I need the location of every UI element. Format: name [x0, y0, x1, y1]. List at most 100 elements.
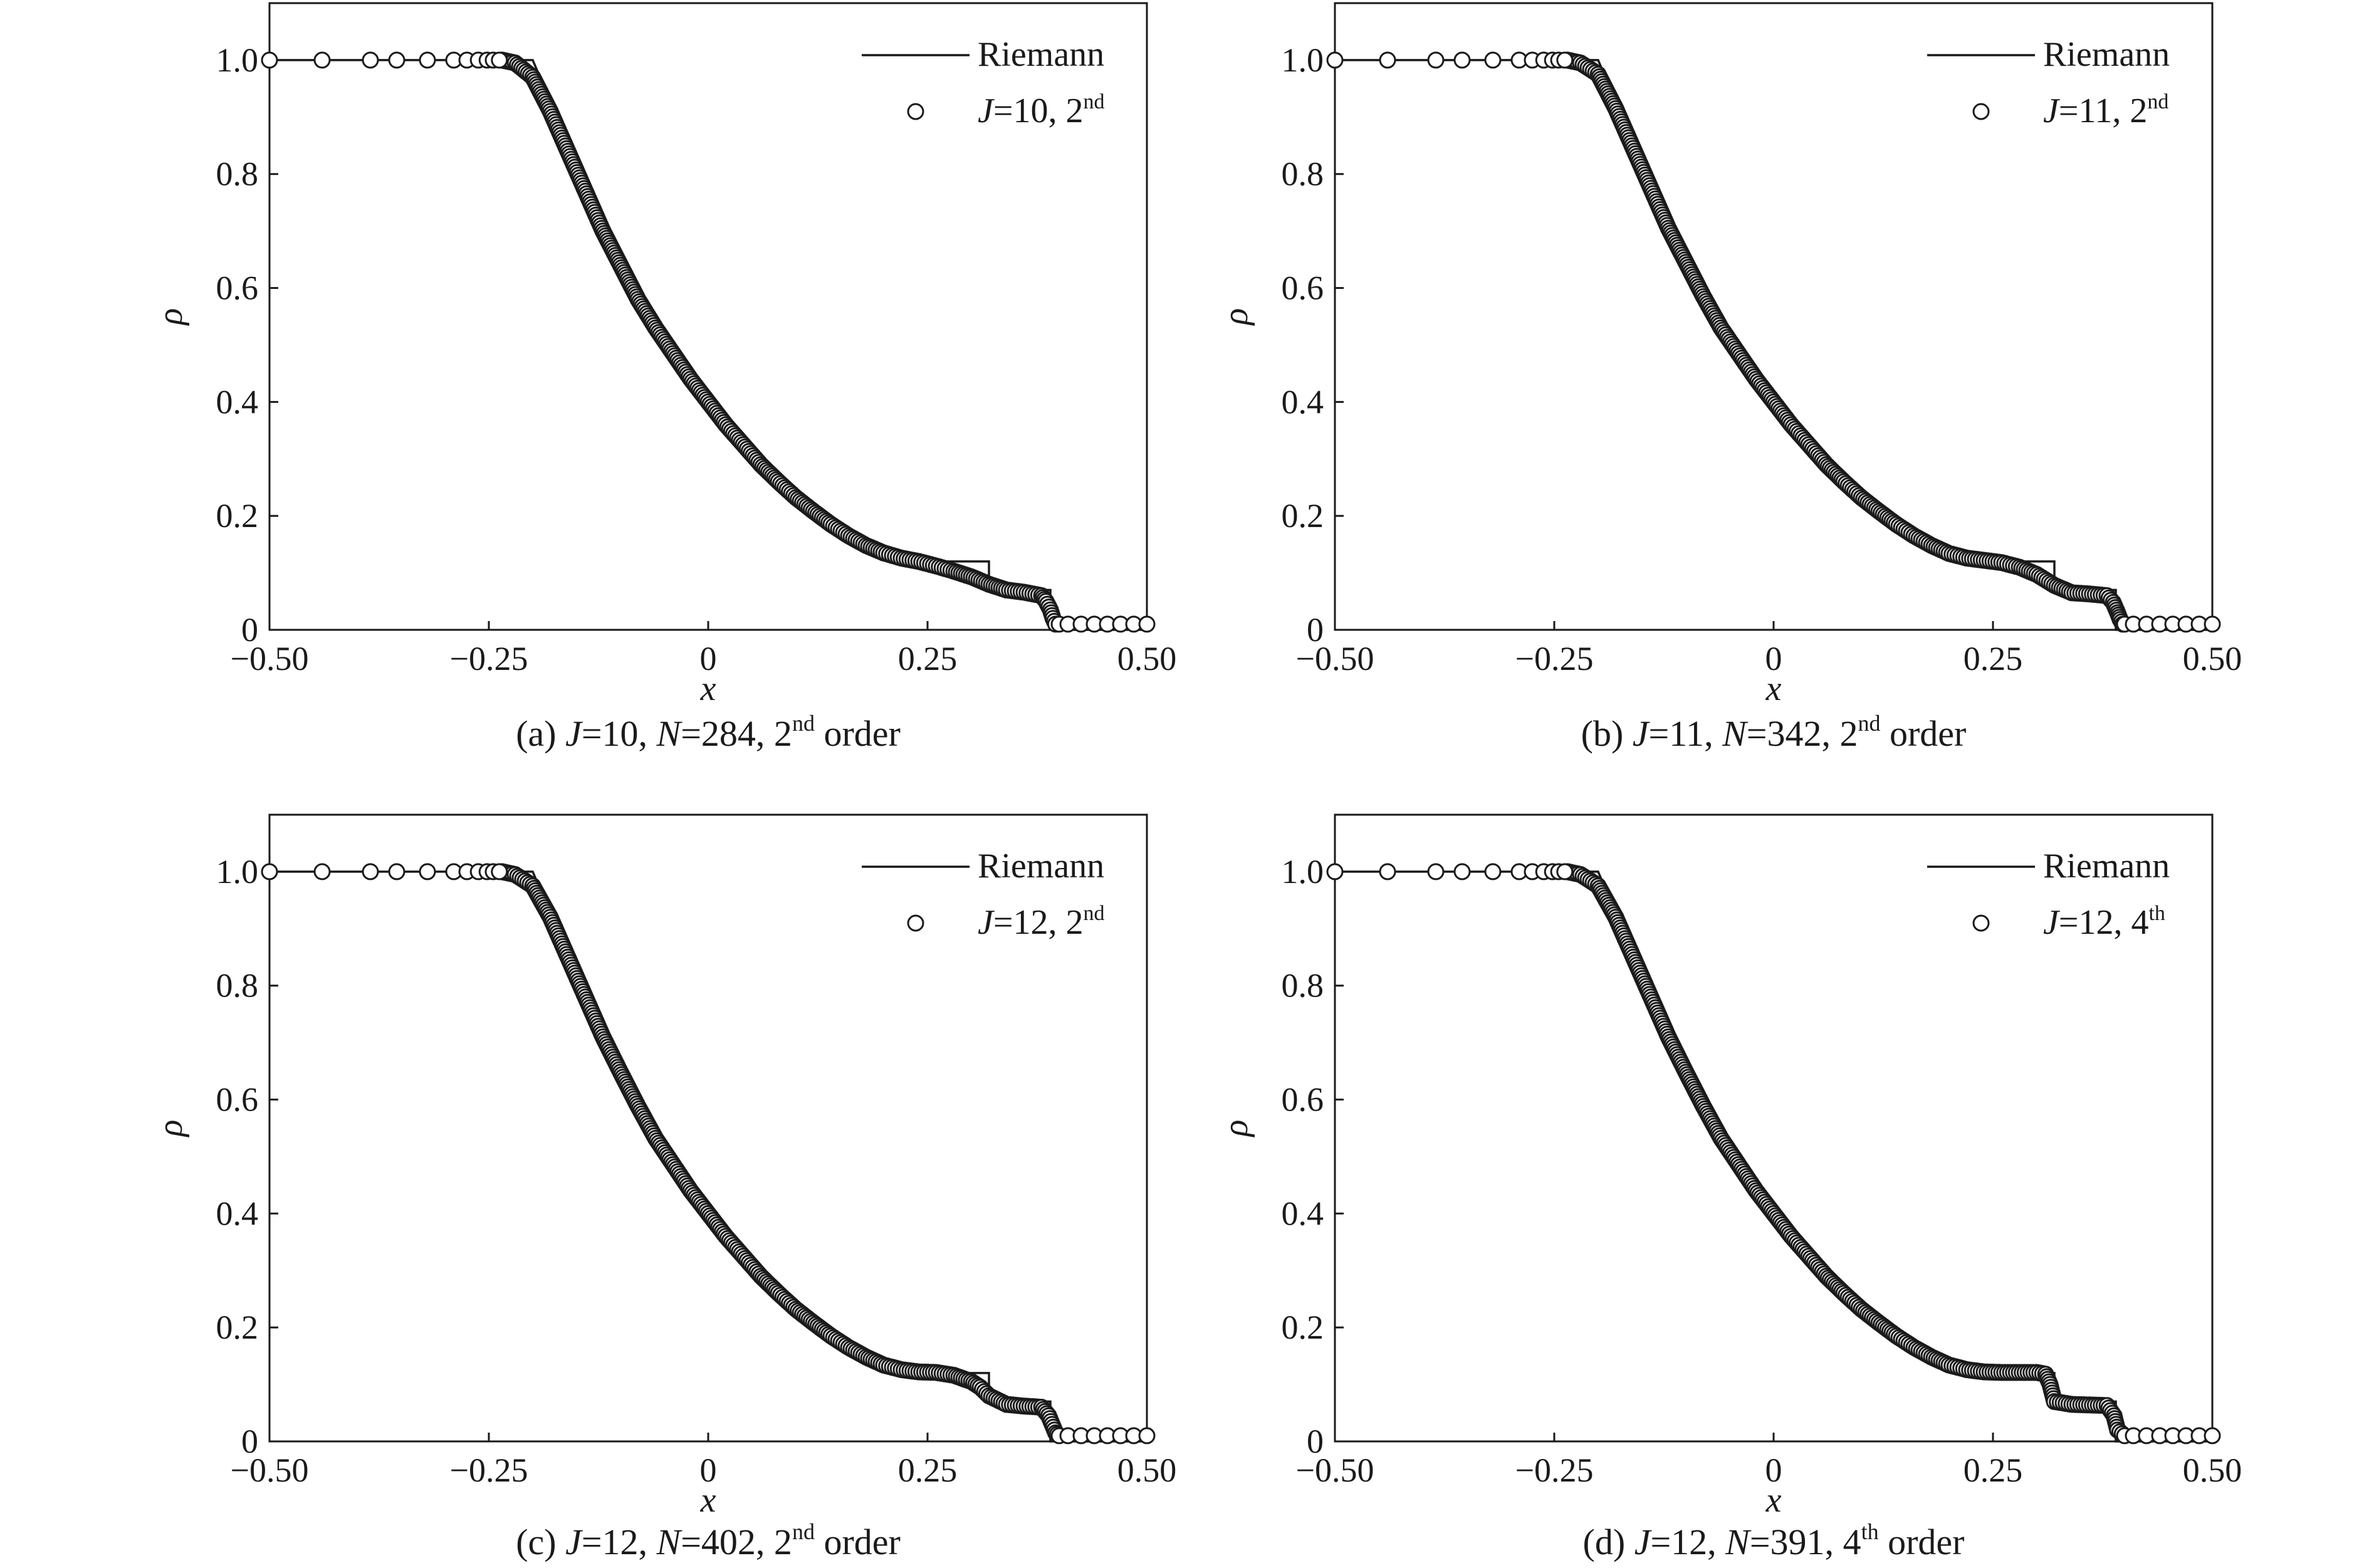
legend-marker-label: J=12, 2nd — [978, 902, 1104, 942]
x-tick-label: −0.50 — [231, 1451, 309, 1489]
legend-j-symbol: J — [2043, 91, 2061, 130]
solution-point — [1484, 51, 1502, 69]
solution-point — [1379, 51, 1396, 69]
y-tick-label: 0.2 — [1282, 497, 1324, 535]
caption-n-symbol: N — [1722, 713, 1749, 754]
y-tick-label: 0 — [241, 1423, 258, 1460]
x-axis-label: x — [1765, 669, 1782, 708]
y-tick-label: 0.2 — [216, 1309, 259, 1346]
solution-point — [362, 51, 379, 69]
solution-point — [1379, 863, 1396, 881]
legend-riemann-label: Riemann — [978, 847, 1104, 886]
x-tick-label: −0.25 — [450, 1451, 528, 1489]
caption-order-sup: th — [1861, 1519, 1879, 1544]
caption-suffix: order — [1879, 1522, 1965, 1562]
x-tick-label: −0.25 — [1515, 640, 1594, 677]
caption-order-sup: nd — [792, 1519, 815, 1544]
x-tick-label: 0.50 — [1117, 640, 1177, 677]
caption-n-symbol: N — [1725, 1522, 1752, 1562]
x-tick-label: 0.50 — [2183, 640, 2242, 677]
solution-point — [1427, 51, 1445, 69]
x-tick-label: 0.25 — [898, 1451, 958, 1489]
legend-order-sup: nd — [1083, 90, 1104, 113]
panel-caption: (b) J=11, N=342, 2nd order — [1581, 711, 1967, 754]
riemann-series-line — [269, 870, 1147, 1443]
y-tick-label: 0.8 — [216, 155, 259, 193]
y-axis-label: ρ — [151, 1120, 190, 1138]
solution-point — [1326, 863, 1344, 881]
panel-b: −0.50 −0.25 0 0.25 0.50 0 0.2 0.4 0.6 0.8 1.0 x ρ Rie… — [1216, 2, 2242, 754]
x-tick-label: 0.50 — [2183, 1451, 2242, 1489]
x-tick-label: −0.25 — [450, 640, 528, 677]
legend-j-value: =12, 2 — [993, 903, 1084, 942]
legend-marker-swatch — [1972, 103, 1990, 120]
solution-point — [1138, 1427, 1156, 1445]
solution-point — [491, 51, 508, 69]
y-tick-label: 0.2 — [1282, 1309, 1324, 1346]
x-axis-label: x — [700, 1481, 716, 1520]
legend-marker-label: J=12, 4th — [2043, 902, 2165, 942]
solution-point — [261, 863, 278, 881]
panel-caption: (a) J=10, N=284, 2nd order — [516, 711, 901, 754]
solution-point — [1484, 863, 1502, 881]
y-tick-label: 0 — [241, 611, 258, 649]
x-tick-label: 0 — [700, 1451, 717, 1489]
riemann-series-line — [1335, 870, 2212, 1443]
y-tick-label: 0.6 — [216, 1081, 259, 1119]
caption-prefix: (a) — [516, 713, 565, 754]
caption-suffix: order — [815, 1522, 901, 1562]
y-tick-label: 0.8 — [1282, 155, 1324, 193]
solution-point — [1556, 51, 1574, 69]
caption-suffix: order — [815, 713, 901, 754]
legend-riemann-label: Riemann — [978, 35, 1104, 74]
x-tick-label: 0.50 — [1117, 1451, 1177, 1489]
caption-j-value: =10, — [582, 713, 657, 754]
solution-point — [388, 51, 405, 69]
legend-marker-swatch — [1972, 914, 1990, 932]
caption-prefix: (c) — [516, 1522, 565, 1562]
y-axis-label: ρ — [1216, 308, 1255, 327]
caption-j-symbol: J — [1633, 713, 1651, 754]
legend-order-sup: th — [2148, 902, 2165, 925]
x-tick-label: 0.25 — [898, 640, 958, 677]
y-tick-label: 1.0 — [1282, 853, 1324, 891]
panel-caption: (d) J=12, N=391, 4th order — [1583, 1519, 1965, 1562]
caption-j-symbol: J — [565, 713, 583, 754]
solution-point — [419, 863, 436, 881]
y-axis-label: ρ — [151, 308, 190, 327]
x-axis-label: x — [700, 669, 716, 708]
y-axis-label: ρ — [1216, 1120, 1255, 1138]
legend-order-sup: nd — [2147, 90, 2168, 113]
caption-suffix: order — [1880, 713, 1966, 754]
y-tick-label: 0 — [1307, 611, 1324, 649]
solution-point — [362, 863, 379, 881]
riemann-series-line — [269, 59, 1147, 631]
panel-c: −0.50 −0.25 0 0.25 0.50 0 0.2 0.4 0.6 0.8 1.0 x ρ Rie… — [151, 813, 1177, 1562]
caption-j-symbol: J — [565, 1522, 583, 1562]
y-tick-label: 0.4 — [216, 383, 259, 421]
legend-j-symbol: J — [978, 903, 995, 942]
x-tick-label: −0.50 — [231, 640, 309, 677]
y-tick-label: 0.8 — [216, 967, 259, 1005]
x-tick-label: 0.25 — [1964, 1451, 2023, 1489]
legend-j-value: =12, 4 — [2059, 903, 2149, 942]
y-tick-label: 0.6 — [1282, 1081, 1324, 1119]
solution-point — [1326, 51, 1344, 69]
solution-point — [261, 51, 278, 69]
y-tick-label: 0.6 — [1282, 269, 1324, 307]
panel-a: −0.50 −0.25 0 0.25 0.50 0 0.2 0.4 0.6 0.8 1.0 x ρ Rie… — [151, 2, 1177, 754]
x-tick-label: 0 — [1765, 1451, 1782, 1489]
legend-j-symbol: J — [978, 91, 995, 130]
solution-point — [491, 863, 508, 881]
caption-j-value: =12, — [1650, 1522, 1725, 1562]
solution-point — [1453, 51, 1471, 69]
legend-marker-label: J=11, 2nd — [2043, 90, 2168, 130]
y-tick-label: 1.0 — [1282, 41, 1324, 79]
caption-n-symbol: N — [656, 1522, 683, 1562]
x-tick-label: −0.25 — [1515, 1451, 1594, 1489]
solution-point — [313, 51, 331, 69]
legend-riemann-label: Riemann — [2043, 35, 2170, 74]
solution-point — [1138, 615, 1156, 633]
caption-n-value: =342, 2 — [1747, 713, 1858, 754]
legend-j-value: =11, 2 — [2059, 91, 2148, 130]
